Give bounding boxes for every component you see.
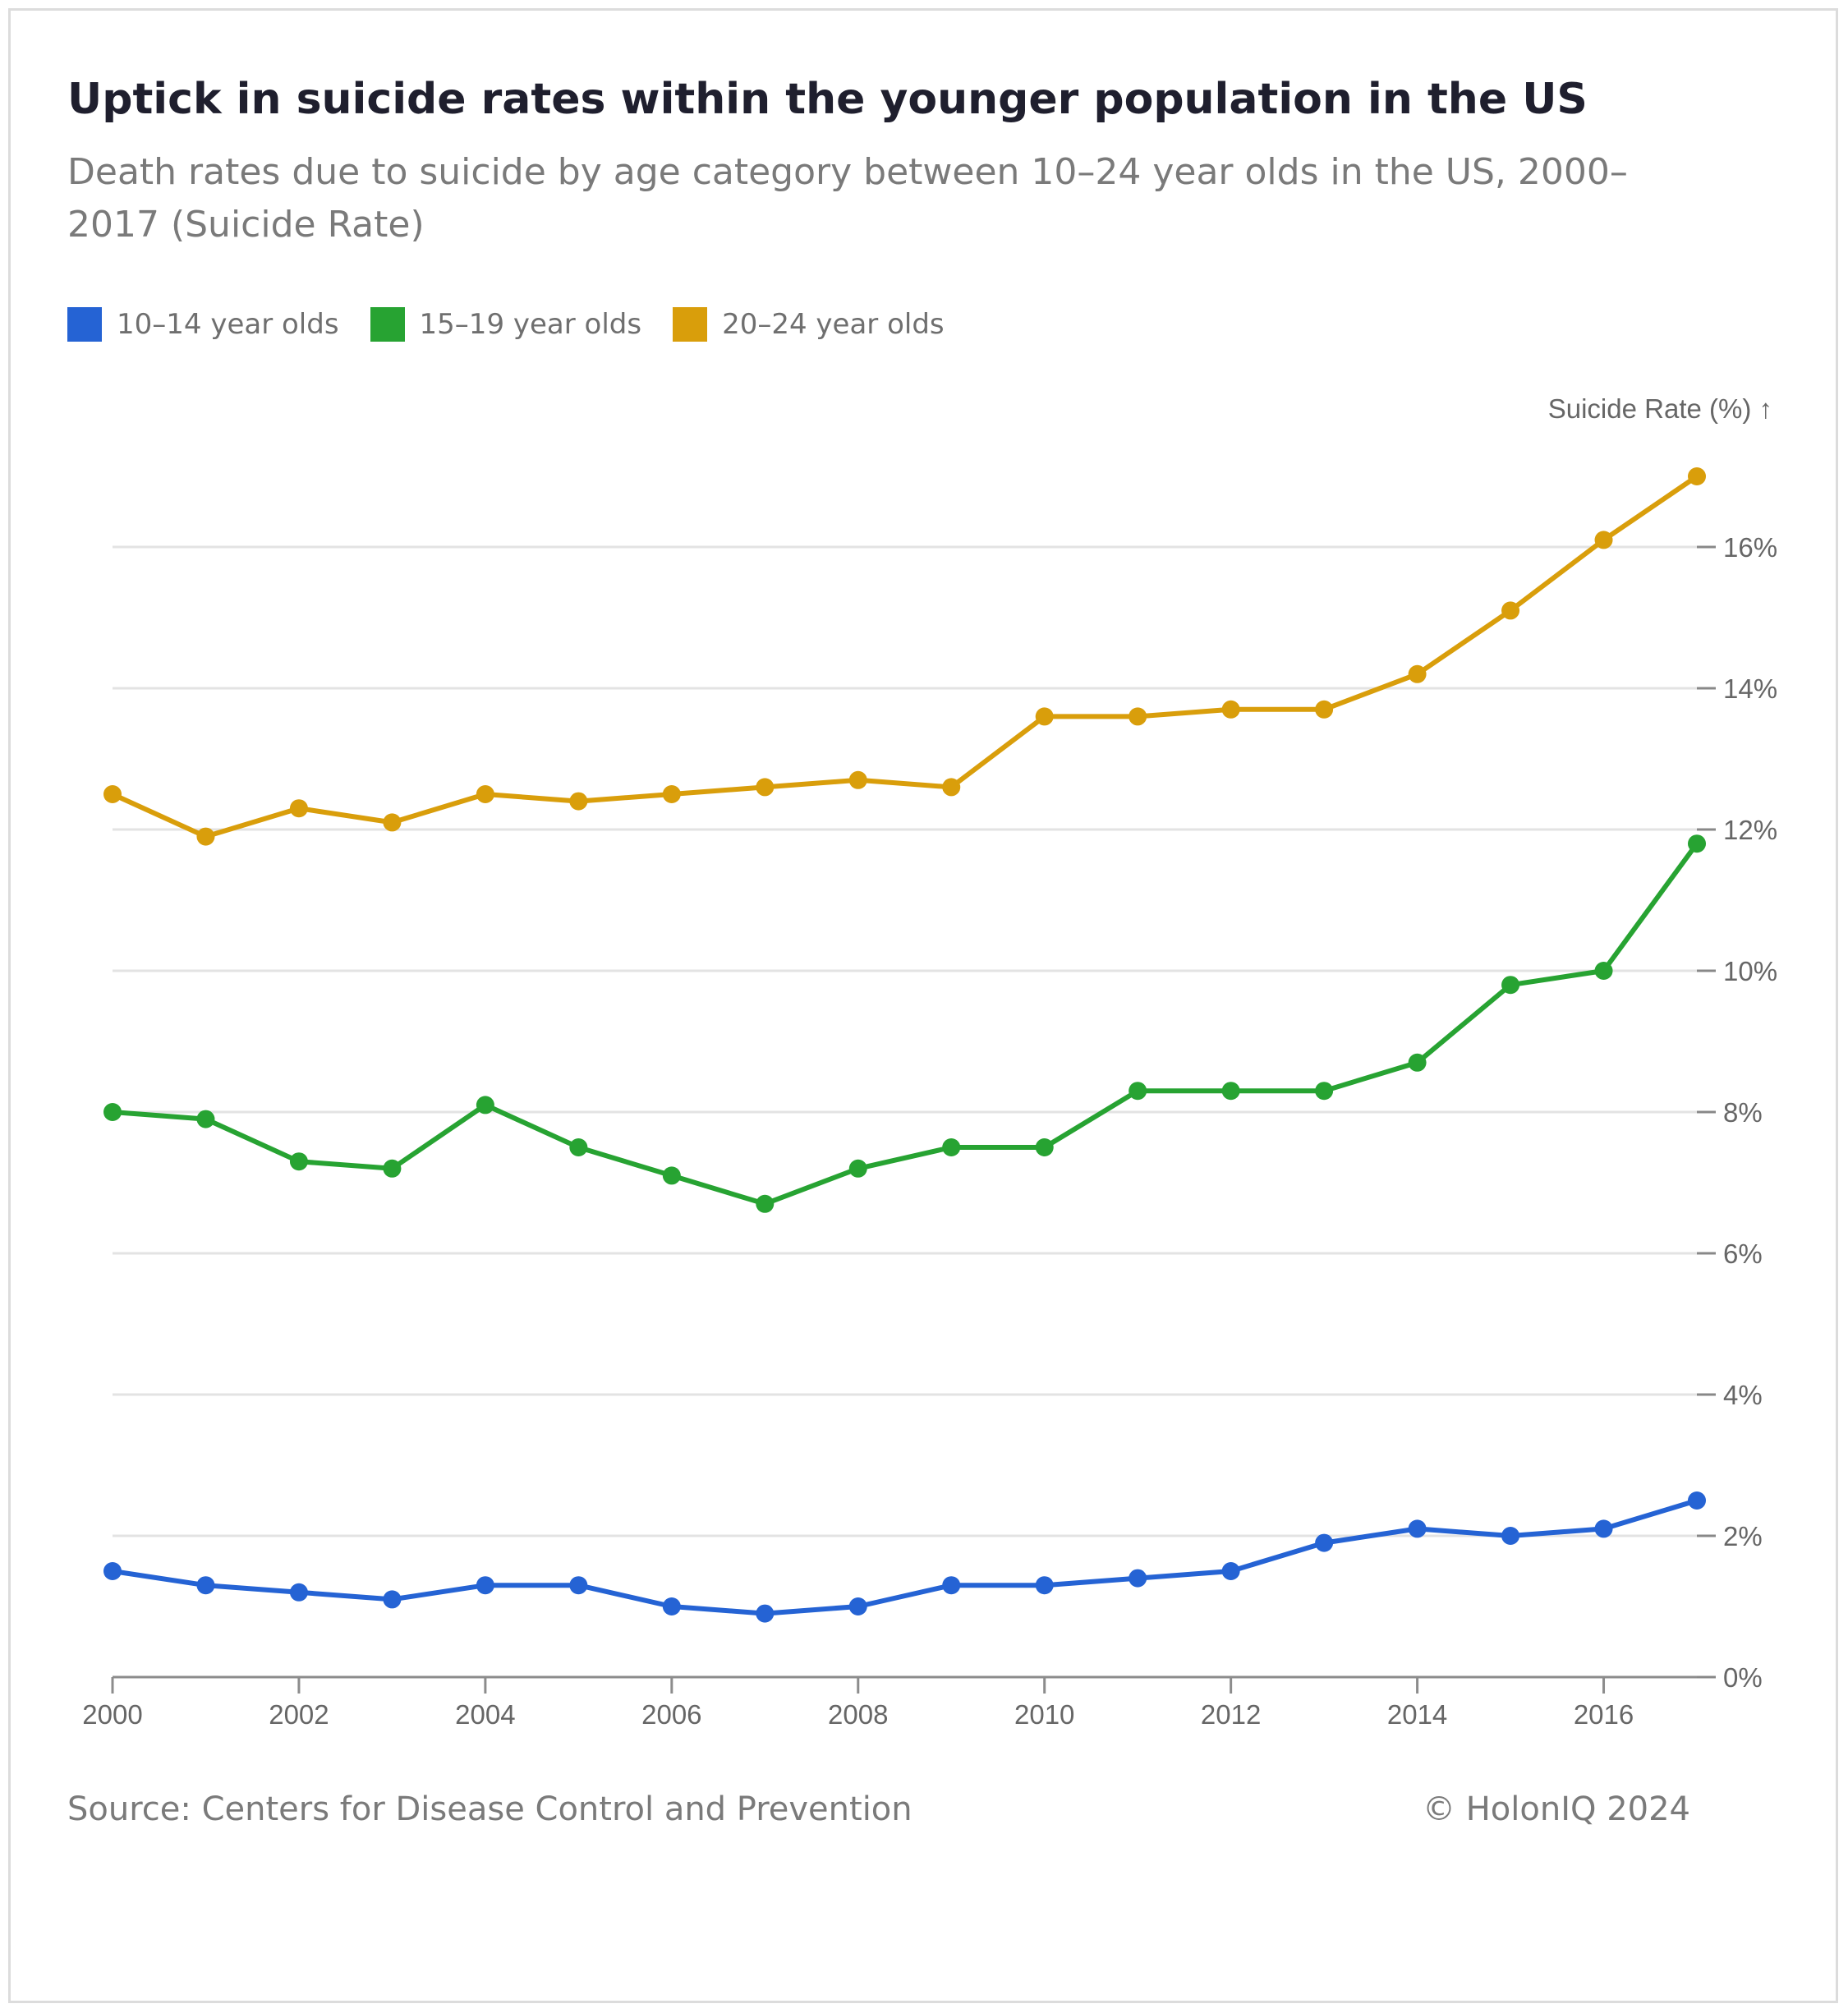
legend-swatch-15-19 — [370, 307, 405, 342]
legend-item-15-19[interactable]: 15–19 year olds — [370, 307, 642, 342]
data-point-0-2003[interactable] — [383, 1590, 402, 1609]
data-point-1-2014[interactable] — [1408, 1053, 1427, 1072]
data-point-0-2015[interactable] — [1501, 1527, 1520, 1545]
x-tick-label-2006: 2006 — [641, 1699, 701, 1730]
data-point-2-2012[interactable] — [1221, 700, 1240, 719]
data-point-2-2010[interactable] — [1035, 707, 1054, 726]
y-tick-label-3: 6% — [1723, 1239, 1763, 1269]
x-tick-label-2000: 2000 — [82, 1699, 142, 1730]
data-point-1-2005[interactable] — [569, 1138, 588, 1156]
data-point-1-2015[interactable] — [1501, 976, 1520, 995]
legend-swatch-10-14 — [67, 307, 102, 342]
chart-frame — [8, 8, 1838, 2003]
data-point-0-2010[interactable] — [1035, 1576, 1054, 1595]
chart-subtitle: Death rates due to suicide by age catego… — [67, 151, 1628, 246]
data-point-1-2010[interactable] — [1035, 1138, 1054, 1156]
y-tick-label-1: 2% — [1723, 1521, 1763, 1551]
data-point-1-2002[interactable] — [289, 1152, 308, 1171]
data-point-2-2001[interactable] — [196, 827, 215, 846]
y-tick-label-0: 0% — [1723, 1662, 1763, 1693]
data-point-2-2013[interactable] — [1315, 700, 1334, 719]
legend-label-15-19: 15–19 year olds — [419, 308, 642, 341]
x-tick-label-2002: 2002 — [269, 1699, 329, 1730]
data-point-0-2011[interactable] — [1129, 1569, 1147, 1588]
data-point-1-2009[interactable] — [942, 1138, 961, 1156]
data-point-2-2016[interactable] — [1594, 531, 1613, 549]
series-layer — [103, 467, 1706, 1623]
data-point-1-2011[interactable] — [1129, 1082, 1147, 1101]
y-tick-label-4: 8% — [1723, 1097, 1763, 1128]
data-point-2-2008[interactable] — [848, 770, 867, 789]
axis-layer: 0% 2% 4% 6% 8% 10% 12% 14% 16% 2000 2002 2004 2006 20… — [82, 532, 1777, 1730]
data-point-2-2006[interactable] — [662, 785, 681, 803]
data-point-0-2012[interactable] — [1221, 1562, 1240, 1580]
data-point-2-2017[interactable] — [1688, 467, 1706, 485]
x-tick-label-2008: 2008 — [828, 1699, 888, 1730]
x-tick-label-2016: 2016 — [1574, 1699, 1634, 1730]
data-point-1-2016[interactable] — [1594, 962, 1613, 980]
data-point-1-2013[interactable] — [1315, 1082, 1334, 1101]
data-point-0-2006[interactable] — [662, 1597, 681, 1615]
data-point-1-2007[interactable] — [756, 1194, 775, 1213]
data-point-2-2007[interactable] — [756, 778, 775, 797]
data-point-0-2017[interactable] — [1688, 1491, 1706, 1510]
chart-title: Uptick in suicide rates within the young… — [67, 75, 1588, 124]
data-point-0-2007[interactable] — [756, 1604, 775, 1623]
data-point-2-2002[interactable] — [289, 799, 308, 818]
data-point-0-2014[interactable] — [1408, 1519, 1427, 1538]
y-tick-label-7: 14% — [1723, 673, 1777, 704]
data-point-1-2003[interactable] — [383, 1159, 402, 1178]
series-line-0 — [110, 1498, 1699, 1616]
legend: 10–14 year olds 15–19 year olds 20–24 ye… — [67, 304, 976, 345]
series-line-1 — [110, 841, 1699, 1206]
data-point-0-2008[interactable] — [848, 1597, 867, 1615]
data-point-0-2004[interactable] — [476, 1576, 494, 1595]
data-point-1-2017[interactable] — [1688, 834, 1706, 853]
y-tick-label-2: 4% — [1723, 1380, 1763, 1410]
data-point-1-2012[interactable] — [1221, 1082, 1240, 1101]
y-tick-label-6: 12% — [1723, 815, 1777, 845]
source-note: Source: Centers for Disease Control and … — [67, 1790, 913, 1828]
data-point-0-2009[interactable] — [942, 1576, 961, 1595]
data-point-2-2015[interactable] — [1501, 601, 1520, 620]
y-tick-label-8: 16% — [1723, 532, 1777, 563]
data-point-2-2011[interactable] — [1129, 707, 1147, 726]
legend-label-20-24: 20–24 year olds — [722, 308, 945, 341]
series-line-2 — [110, 474, 1699, 839]
data-point-2-2009[interactable] — [942, 778, 961, 797]
data-point-2-2014[interactable] — [1408, 664, 1427, 683]
data-point-0-2016[interactable] — [1594, 1519, 1613, 1538]
x-tick-label-2012: 2012 — [1201, 1699, 1261, 1730]
data-point-0-2001[interactable] — [196, 1576, 215, 1595]
data-point-2-2003[interactable] — [383, 813, 402, 832]
data-point-0-2013[interactable] — [1315, 1533, 1334, 1552]
data-point-1-2004[interactable] — [476, 1096, 494, 1115]
legend-item-20-24[interactable]: 20–24 year olds — [673, 307, 945, 342]
x-tick-label-2004: 2004 — [455, 1699, 515, 1730]
data-point-0-2005[interactable] — [569, 1576, 588, 1595]
legend-label-10-14: 10–14 year olds — [117, 308, 339, 341]
data-point-2-2004[interactable] — [476, 785, 494, 803]
legend-item-10-14[interactable]: 10–14 year olds — [67, 307, 339, 342]
x-tick-label-2014: 2014 — [1387, 1699, 1447, 1730]
data-point-1-2001[interactable] — [196, 1110, 215, 1128]
data-point-1-2000[interactable] — [103, 1103, 122, 1121]
data-point-0-2000[interactable] — [103, 1562, 122, 1580]
data-point-2-2000[interactable] — [103, 785, 122, 803]
copyright-note: © HolonIQ 2024 — [1423, 1790, 1690, 1828]
x-tick-label-2010: 2010 — [1014, 1699, 1074, 1730]
legend-swatch-20-24 — [673, 307, 708, 342]
data-point-1-2006[interactable] — [662, 1166, 681, 1185]
y-axis-title: Suicide Rate (%) ↑ — [1548, 393, 1772, 424]
data-point-1-2008[interactable] — [848, 1159, 867, 1178]
data-point-2-2005[interactable] — [569, 792, 588, 811]
grid-layer — [113, 545, 1697, 1537]
data-point-0-2002[interactable] — [289, 1583, 308, 1602]
y-tick-label-5: 10% — [1723, 956, 1777, 986]
